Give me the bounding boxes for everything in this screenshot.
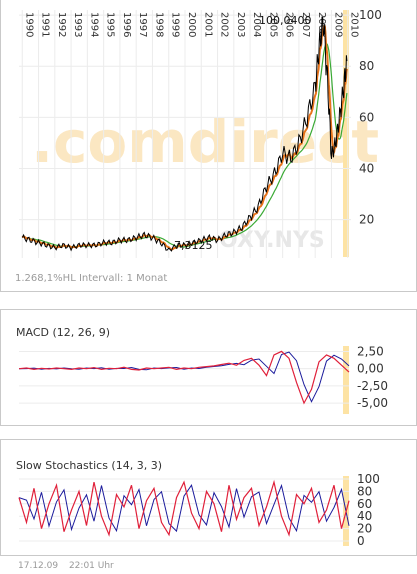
year-label: 2005	[267, 12, 278, 37]
year-label: 1990	[23, 12, 34, 37]
year-label: 1996	[121, 12, 132, 37]
macd-tick-label: 2,50	[357, 344, 384, 358]
stochastics-title: Slow Stochastics (14, 3, 3)	[16, 459, 162, 472]
footer-date: 17.12.09	[18, 561, 59, 571]
year-label: 2007	[300, 12, 311, 37]
macd-tick-label: 0,00	[357, 362, 384, 376]
price-tick-label: 100	[359, 8, 382, 22]
year-label: 1993	[72, 12, 83, 37]
max-value-label: 100,0400	[259, 14, 312, 27]
stochastics-panel: Slow Stochastics (14, 3, 3) 100 80 60 40 20 0	[0, 439, 417, 556]
macd-chart: MACD (12, 26, 9) 2,50 0,00 -2,50 -5,00	[16, 326, 388, 414]
timestamp-footer: 17.12.09 22:01 Uhr	[18, 561, 122, 571]
year-label: 2006	[284, 12, 295, 37]
year-label: 2004	[251, 12, 262, 37]
price-line	[21, 16, 348, 252]
macd-tick-label: -2,50	[357, 379, 388, 393]
price-chart: .comdirect OXY.NYS 1990 1991 1992 1993 1994 1…	[15, 8, 382, 284]
price-tick-label: 20	[359, 213, 374, 227]
stochastics-tick-label: 100	[357, 472, 380, 486]
stochastics-line-1	[18, 483, 350, 533]
current-period-highlight	[343, 10, 349, 257]
macd-tick-label: -5,00	[357, 396, 388, 410]
stochastics-tick-label: 80	[357, 484, 372, 498]
stochastics-tick-label: 20	[357, 522, 372, 536]
footer-time: 22:01 Uhr	[68, 561, 114, 571]
year-label: 2009	[332, 12, 343, 37]
stochastics-tick-label: 60	[357, 497, 372, 511]
year-label: 2002	[219, 12, 230, 37]
year-label: 1998	[153, 12, 164, 37]
macd-panel: MACD (12, 26, 9) 2,50 0,00 -2,50 -5,00	[0, 309, 417, 426]
min-value-label: 7,3125	[174, 239, 213, 252]
year-label: 2010	[349, 12, 360, 37]
price-tick-label: 40	[359, 162, 374, 176]
year-label: 2000	[186, 12, 197, 37]
watermark: .comdirect	[31, 108, 379, 176]
year-label: 1999	[170, 12, 181, 37]
stochastics-line-2	[18, 479, 350, 537]
stochastics-tick-label: 0	[357, 534, 365, 548]
price-chart-panel: .comdirect OXY.NYS 1990 1991 1992 1993 1994 1…	[0, 0, 417, 292]
year-label: 2003	[235, 12, 246, 37]
macd-line-2	[18, 350, 350, 405]
macd-highlight	[343, 346, 349, 414]
year-label: 2001	[202, 12, 213, 37]
macd-title: MACD (12, 26, 9)	[16, 326, 110, 339]
stochastics-tick-label: 40	[357, 509, 372, 523]
price-tick-label: 80	[359, 59, 374, 73]
year-label: 1994	[88, 12, 99, 37]
year-label: 1991	[40, 12, 51, 37]
year-label: 1997	[137, 12, 148, 37]
interval-info: 1.268,1%HL Intervall: 1 Monat	[15, 273, 167, 284]
year-label: 1995	[105, 12, 116, 37]
price-tick-label: 60	[359, 110, 374, 124]
macd-line-1	[18, 351, 350, 403]
year-label: 1992	[56, 12, 67, 37]
